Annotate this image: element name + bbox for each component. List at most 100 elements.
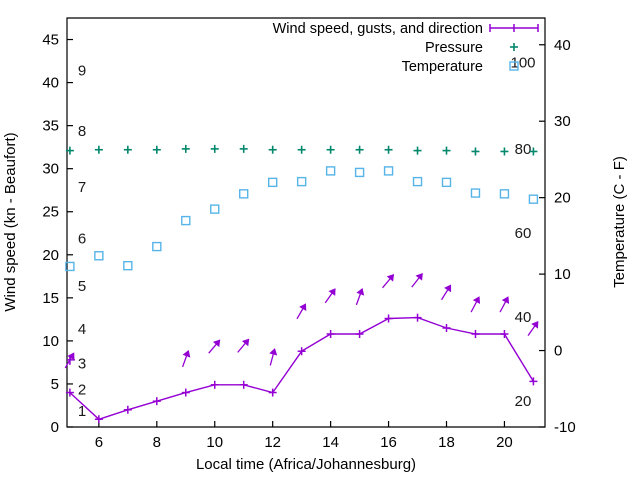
wind-speed-point [123, 405, 132, 414]
right-tick-label: 20 [554, 190, 571, 207]
wind-speed-point [326, 330, 335, 339]
wind-speed-point [297, 347, 306, 356]
wind-speed-point [210, 380, 219, 389]
wind-speed-point [413, 313, 422, 322]
wind-speed-point [384, 314, 393, 323]
series-pressure [65, 144, 538, 156]
wind-speed-point [500, 330, 509, 339]
temperature-point [123, 260, 133, 271]
bottom-tick-label: 6 [95, 434, 103, 451]
legend-swatch-temperature [509, 61, 519, 71]
beaufort-label: 7 [78, 179, 86, 196]
wind-direction-arrow [440, 284, 452, 301]
pressure-point [413, 146, 422, 155]
fahrenheit-label: 40 [515, 309, 532, 326]
pressure-point [500, 147, 509, 156]
temperature-point [354, 167, 365, 178]
bottom-tick-label: 18 [438, 434, 455, 451]
beaufort-label: 9 [78, 63, 86, 80]
temperature-point [152, 241, 162, 252]
wind-direction-arrow [527, 320, 539, 337]
wind-speed-point [442, 323, 451, 332]
left-tick-label: 45 [42, 32, 59, 49]
beaufort-label: 8 [78, 123, 86, 140]
pressure-point [471, 147, 480, 156]
wind-direction-arrow [208, 339, 221, 354]
beaufort-label: 1 [78, 403, 86, 420]
wind-speed-point [239, 380, 248, 389]
right-tick-label: 0 [554, 343, 562, 360]
legend-label: Pressure [425, 40, 483, 56]
temperature-point [470, 188, 481, 198]
wind-direction-arrow [499, 296, 510, 313]
fahrenheit-label: 60 [515, 225, 532, 242]
legend-swatch-wind [489, 24, 539, 32]
y-axis-title: Wind speed (kn - Beaufort) [2, 132, 19, 311]
temperature-point [412, 176, 423, 187]
wind-direction-arrow [269, 348, 278, 366]
pressure-point [442, 146, 451, 155]
left-axis: 0 5 10 15 20 25 30 35 40 45 [42, 32, 73, 436]
pressure-point [65, 146, 74, 155]
temperature-point [65, 261, 75, 272]
pressure-point [529, 147, 538, 156]
wind-speed-point [181, 388, 190, 397]
y2-axis-title: Temperature (C - F) [611, 156, 628, 288]
right-tick-label: -10 [554, 419, 576, 436]
left-tick-label: 0 [51, 419, 59, 436]
fahrenheit-label: 100 [510, 55, 535, 72]
bottom-tick-label: 20 [496, 434, 513, 451]
beaufort-scale-labels: 1 2 3 4 5 6 7 8 9 [78, 63, 86, 420]
wind-speed-point [471, 330, 480, 339]
wind-direction-arrows [64, 272, 539, 369]
right-axis: -10 0 10 20 30 40 [539, 37, 576, 436]
pressure-point [152, 145, 161, 154]
wind-speed-point [152, 397, 161, 406]
left-tick-label: 25 [42, 204, 59, 221]
wind-speed-point [268, 388, 277, 397]
beaufort-label: 2 [78, 381, 86, 398]
temperature-point [210, 204, 220, 214]
wind-direction-arrow [296, 303, 307, 320]
temperature-point [181, 215, 191, 226]
left-tick-label: 5 [51, 376, 59, 393]
wind-speed-point [65, 388, 74, 397]
fahrenheit-scale-labels: 20 40 60 80 100 [510, 55, 535, 411]
left-tick-label: 30 [42, 161, 59, 178]
bottom-tick-label: 10 [206, 434, 223, 451]
wind-direction-arrow [411, 272, 423, 288]
pressure-point [210, 144, 219, 153]
wind-edge-marker [66, 354, 75, 365]
beaufort-label: 4 [78, 321, 86, 338]
pressure-point [239, 144, 248, 153]
legend-label: Temperature [402, 59, 483, 75]
wind-speed-point [529, 377, 538, 386]
legend-label: Wind speed, gusts, and direction [273, 21, 483, 37]
pressure-point [297, 145, 306, 154]
series-temperature [65, 166, 539, 272]
x-axis-title: Local time (Africa/Johannesburg) [196, 456, 416, 473]
beaufort-label: 6 [78, 231, 86, 248]
legend-swatch-pressure [510, 43, 518, 51]
beaufort-label: 5 [78, 278, 86, 295]
beaufort-label: 3 [78, 355, 86, 372]
pressure-point [123, 145, 132, 154]
bottom-tick-label: 16 [380, 434, 397, 451]
pressure-point [181, 144, 190, 153]
wind-direction-arrow [324, 288, 336, 304]
temperature-point [296, 176, 307, 187]
wind-direction-arrow [470, 296, 481, 313]
pressure-point [384, 145, 393, 154]
wind-direction-arrow [382, 274, 395, 289]
series-wind-speed [65, 313, 538, 424]
wind-speed-point [355, 330, 364, 339]
wind-direction-arrow [181, 350, 191, 368]
left-tick-label: 15 [42, 290, 59, 307]
temperature-point [239, 189, 249, 199]
temperature-point [499, 189, 510, 199]
fahrenheit-label: 80 [515, 141, 532, 158]
temperature-point [528, 194, 539, 204]
pressure-point [326, 145, 335, 154]
bottom-axis: 6 8 10 12 14 16 18 20 [95, 421, 513, 451]
